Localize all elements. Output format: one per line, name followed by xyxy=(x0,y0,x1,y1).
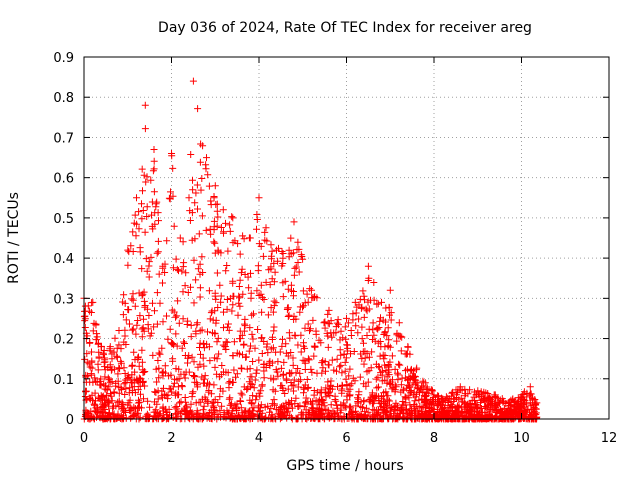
y-tick-label: 0.8 xyxy=(53,91,74,106)
y-tick-label: 0.6 xyxy=(53,172,74,187)
y-tick-label: 0.2 xyxy=(53,333,74,348)
y-axis-label: ROTI / TECUs xyxy=(6,192,22,284)
chart-title: Day 036 of 2024, Rate Of TEC Index for r… xyxy=(158,20,532,36)
x-tick-label: 10 xyxy=(513,431,530,446)
y-tick-label: 0.9 xyxy=(53,51,74,66)
y-tick-label: 0.4 xyxy=(53,252,74,267)
x-axis-ticks: 0 2 4 6 8 10 12 xyxy=(80,57,617,446)
data-points xyxy=(80,77,541,423)
y-tick-label: 0.1 xyxy=(53,373,74,388)
y-tick-label: 0.3 xyxy=(53,292,74,307)
x-axis-label: GPS time / hours xyxy=(286,458,403,474)
x-tick-label: 2 xyxy=(167,431,175,446)
y-tick-label: 0 xyxy=(66,413,74,428)
x-tick-label: 0 xyxy=(80,431,88,446)
x-tick-label: 12 xyxy=(601,431,618,446)
y-tick-label: 0.7 xyxy=(53,131,74,146)
grid-lines xyxy=(84,57,609,419)
x-tick-label: 6 xyxy=(342,431,350,446)
x-tick-label: 8 xyxy=(430,431,438,446)
roti-data-markers xyxy=(80,77,541,423)
y-tick-label: 0.5 xyxy=(53,212,74,227)
x-tick-label: 4 xyxy=(255,431,263,446)
y-axis-ticks: 0 0.1 0.2 0.3 0.4 0.5 0.6 0.7 0.8 0.9 xyxy=(53,51,609,428)
